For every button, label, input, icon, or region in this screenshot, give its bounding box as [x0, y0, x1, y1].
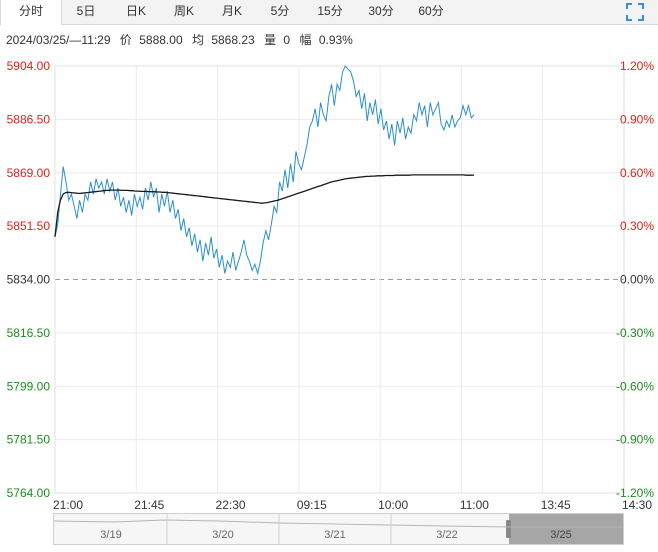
time-tick-label: 11:00 — [460, 498, 489, 512]
price-tick-label: 5781.50 — [7, 433, 51, 447]
price-tick-label: 5816.50 — [7, 326, 51, 340]
time-range-navigator[interactable]: 3/19 3/20 3/21 3/22 3/25 — [53, 513, 624, 545]
price-tick-label: 5904.00 — [7, 59, 51, 73]
percent-tick-label: 0.30% — [620, 219, 654, 233]
percent-tick-label: 0.00% — [620, 273, 654, 287]
tab-intraday[interactable]: 分时 — [0, 0, 62, 25]
chart-lines — [54, 65, 475, 276]
tab-5day[interactable]: 5日 — [76, 4, 96, 18]
period-tab-bar: 分时 5日 日K 周K 月K 5分 15分 30分 60分 — [0, 0, 658, 25]
price-tick-label: 5799.00 — [7, 379, 51, 393]
navigator-date: 3/22 — [436, 529, 457, 541]
avg-value: 5868.23 — [211, 33, 255, 47]
tab-15min[interactable]: 15分 — [317, 4, 343, 18]
time-tick-label: 14:30 — [622, 498, 652, 512]
price-tick-label: 5886.50 — [7, 112, 51, 126]
chart-grid — [54, 65, 625, 494]
volume-value: 0 — [283, 33, 291, 47]
volume-label: 量 — [264, 33, 277, 47]
percent-tick-label: -0.90% — [616, 433, 654, 447]
navigator-track[interactable]: 3/19 3/20 3/21 3/22 3/25 — [53, 514, 623, 544]
percent-tick-label: 1.20% — [620, 59, 654, 73]
time-tick-label: 09:15 — [297, 498, 327, 512]
price-tick-label: 5834.00 — [7, 273, 51, 287]
time-tick-label: 21:00 — [53, 498, 83, 512]
tab-monthly-k[interactable]: 月K — [221, 4, 242, 18]
navigator-date: 3/19 — [100, 529, 121, 541]
navigator-minitrend — [53, 519, 623, 528]
navigator-date: 3/25 — [550, 529, 571, 541]
time-tick-label: 21:45 — [134, 498, 164, 512]
time-tick-label: 10:00 — [378, 498, 408, 512]
navigator-selection[interactable] — [509, 514, 623, 544]
tab-daily-k[interactable]: 日K — [125, 4, 146, 18]
average-price-line — [54, 174, 475, 237]
percent-tick-label: -1.20% — [616, 486, 654, 500]
percent-tick-label: 0.60% — [620, 166, 654, 180]
quote-info-bar: 2024/03/25/—11:29 价 5888.00 均 5868.23 量 … — [6, 31, 353, 48]
range-value: 0.93% — [318, 33, 353, 47]
intraday-chart[interactable]: 5904.00 5886.50 5869.00 5851.50 5834.00 5816.… — [0, 48, 658, 514]
percent-tick-label: 0.90% — [620, 112, 654, 126]
fullscreen-icon[interactable] — [626, 3, 644, 21]
plot-frame — [54, 65, 625, 494]
time-tick-label: 13:45 — [541, 498, 571, 512]
time-tick-label: 22:30 — [216, 498, 246, 512]
percent-axis: 1.20% 0.90% 0.60% 0.30% 0.00% -0.30% -0.60% -0.… — [616, 59, 654, 500]
percent-tick-label: -0.30% — [616, 326, 654, 340]
range-label: 幅 — [299, 33, 312, 47]
avg-label: 均 — [191, 33, 204, 47]
price-tick-label: 5851.50 — [7, 219, 51, 233]
quote-datetime: 2024/03/25/—11:29 — [6, 33, 111, 47]
navigator-date: 3/20 — [212, 529, 233, 541]
time-axis: 21:00 21:45 22:30 09:15 10:00 11:00 13:45 14:30 — [53, 498, 652, 512]
navigator-date: 3/21 — [324, 529, 345, 541]
tab-60min[interactable]: 60分 — [418, 4, 444, 18]
price-label: 价 — [119, 33, 132, 47]
percent-tick-label: -0.60% — [616, 379, 654, 393]
navigator-handle-left[interactable] — [506, 520, 511, 538]
price-tick-label: 5764.00 — [7, 486, 51, 500]
price-line — [54, 65, 475, 276]
price-axis: 5904.00 5886.50 5869.00 5851.50 5834.00 5816.… — [7, 59, 51, 500]
price-value: 5888.00 — [139, 33, 183, 47]
tab-5min[interactable]: 5分 — [270, 4, 290, 18]
tab-30min[interactable]: 30分 — [368, 4, 394, 18]
tab-weekly-k[interactable]: 周K — [173, 4, 194, 18]
price-tick-label: 5869.00 — [7, 166, 51, 180]
